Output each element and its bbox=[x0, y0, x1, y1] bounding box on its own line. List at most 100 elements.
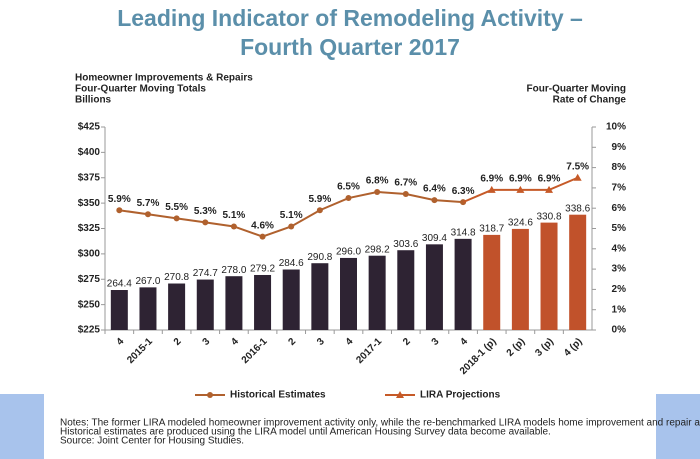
rate-value-label: 5.1% bbox=[280, 210, 303, 221]
y2-tick-label: 9% bbox=[612, 142, 627, 153]
marker bbox=[545, 185, 554, 193]
y2-tick-label: 4% bbox=[612, 243, 627, 254]
y2-tick-label: 2% bbox=[612, 284, 627, 295]
bar-value-label: 279.2 bbox=[250, 264, 275, 275]
decoration bbox=[0, 394, 44, 459]
legend-label: LIRA Projections bbox=[420, 390, 501, 401]
marker bbox=[230, 223, 237, 230]
y-tick-label: $300 bbox=[78, 249, 101, 260]
marker bbox=[144, 211, 151, 218]
note: Historical estimates are produced using … bbox=[60, 427, 551, 438]
x-tick-label: 3 bbox=[315, 336, 327, 348]
bar bbox=[368, 255, 386, 330]
x-tick-label: 4 bbox=[458, 336, 470, 348]
y-tick-label: $375 bbox=[78, 172, 101, 183]
x-tick-label: 4 bbox=[229, 336, 241, 348]
x-tick-label: 2 bbox=[401, 336, 413, 348]
marker bbox=[431, 197, 438, 204]
y2-tick-label: 7% bbox=[612, 183, 627, 194]
y-tick-label: $425 bbox=[78, 122, 101, 133]
bar bbox=[569, 214, 587, 330]
bar-value-label: 264.4 bbox=[107, 279, 132, 290]
rate-value-label: 5.9% bbox=[308, 194, 331, 205]
y-tick-label: $275 bbox=[78, 274, 101, 285]
y-tick-label: $400 bbox=[78, 147, 101, 158]
y-axis-label: Four-Quarter Moving Totals bbox=[75, 84, 206, 95]
legend-label: Historical Estimates bbox=[230, 390, 326, 401]
bar-value-label: 270.8 bbox=[164, 272, 189, 283]
bar-value-label: 267.0 bbox=[135, 276, 160, 287]
note: Notes: The former LIRA modeled homeowner… bbox=[60, 418, 700, 429]
rate-value-label: 5.7% bbox=[137, 198, 160, 209]
x-tick-label: 2 (p) bbox=[505, 336, 528, 359]
bar-value-label: 324.6 bbox=[508, 218, 533, 229]
x-tick-label: 2016-1 bbox=[240, 336, 270, 366]
x-tick-label: 4 bbox=[344, 336, 356, 348]
bar-value-label: 338.6 bbox=[565, 203, 590, 214]
bar bbox=[254, 274, 272, 330]
y2-tick-label: 5% bbox=[612, 223, 627, 234]
line-connector bbox=[462, 189, 493, 204]
y-axis-label: Homeowner Improvements & Repairs bbox=[75, 73, 253, 84]
bar-value-label: 303.6 bbox=[393, 239, 418, 250]
bar-value-label: 274.7 bbox=[193, 268, 218, 279]
bar bbox=[311, 263, 329, 330]
marker bbox=[259, 233, 266, 240]
rate-value-label: 6.7% bbox=[394, 178, 417, 189]
marker bbox=[116, 207, 123, 214]
marker bbox=[316, 207, 323, 214]
bar bbox=[540, 222, 558, 330]
y2-tick-label: 10% bbox=[606, 122, 626, 133]
bar-value-label: 318.7 bbox=[479, 224, 504, 235]
bar bbox=[483, 234, 501, 330]
x-tick-label: 4 (p) bbox=[562, 336, 585, 359]
rate-value-label: 7.5% bbox=[566, 161, 589, 172]
chart-title: Leading Indicator of Remodeling Activity… bbox=[117, 5, 583, 60]
legend-marker bbox=[207, 392, 213, 398]
decoration bbox=[656, 394, 700, 459]
bar-value-label: 314.8 bbox=[451, 227, 476, 238]
y2-tick-label: 6% bbox=[612, 203, 627, 214]
rate-value-label: 6.4% bbox=[423, 184, 446, 195]
bar bbox=[340, 257, 357, 330]
bar bbox=[454, 238, 472, 330]
y2-tick-label: 1% bbox=[612, 304, 627, 315]
rate-value-label: 5.9% bbox=[108, 194, 131, 205]
bar bbox=[196, 279, 214, 330]
x-tick-label: 3 bbox=[201, 336, 213, 348]
y2-tick-label: 3% bbox=[612, 264, 627, 275]
bar bbox=[282, 269, 300, 330]
bar-value-label: 330.8 bbox=[537, 211, 562, 222]
y-tick-label: $325 bbox=[78, 223, 101, 234]
marker bbox=[402, 190, 409, 197]
x-tick-label: 2015-1 bbox=[125, 336, 155, 366]
rate-value-label: 5.5% bbox=[165, 202, 188, 213]
y-axis-label: Billions bbox=[75, 95, 112, 106]
bar bbox=[225, 276, 243, 330]
x-tick-label: 2 bbox=[286, 336, 298, 348]
bar bbox=[110, 290, 128, 330]
rate-value-label: 5.3% bbox=[194, 206, 217, 217]
marker bbox=[374, 188, 381, 195]
bar bbox=[511, 228, 529, 330]
rate-value-label: 5.1% bbox=[223, 210, 246, 221]
rate-value-label: 6.9% bbox=[480, 174, 503, 185]
bar-value-label: 284.6 bbox=[279, 258, 304, 269]
note: Source: Joint Center for Housing Studies… bbox=[60, 436, 244, 447]
marker bbox=[173, 215, 180, 222]
y-tick-label: $350 bbox=[78, 198, 101, 209]
marker bbox=[202, 219, 209, 226]
y2-axis-label: Four-Quarter Moving bbox=[527, 84, 626, 95]
legend-marker bbox=[396, 391, 404, 398]
bar-value-label: 296.0 bbox=[336, 247, 361, 258]
bar bbox=[139, 287, 157, 330]
x-tick-label: 3 bbox=[430, 336, 442, 348]
rate-value-label: 6.3% bbox=[452, 186, 475, 197]
bar bbox=[168, 283, 186, 330]
marker bbox=[345, 195, 352, 202]
x-tick-label: 4 bbox=[115, 336, 127, 348]
rate-value-label: 6.9% bbox=[509, 174, 532, 185]
marker bbox=[516, 185, 525, 193]
